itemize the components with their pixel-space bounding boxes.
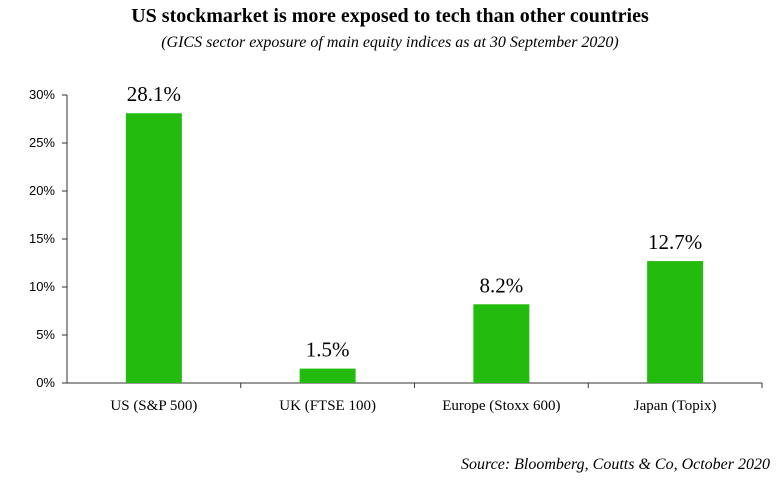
- bar: [473, 304, 530, 383]
- bar: [125, 113, 182, 384]
- y-tick-label: 25%: [29, 135, 55, 150]
- source-note: Source: Bloomberg, Coutts & Co, October …: [460, 456, 770, 473]
- data-label: 28.1%: [127, 82, 181, 106]
- bar: [647, 261, 704, 383]
- chart-subtitle: (GICS sector exposure of main equity ind…: [161, 34, 619, 51]
- data-label: 8.2%: [480, 273, 524, 297]
- y-tick-label: 20%: [29, 183, 55, 198]
- x-tick-label: US (S&P 500): [110, 398, 197, 414]
- x-tick-label: Japan (Topix): [634, 398, 717, 414]
- x-tick-label: UK (FTSE 100): [279, 398, 376, 414]
- y-tick-label: 30%: [29, 87, 55, 102]
- y-tick-label: 5%: [36, 327, 55, 342]
- chart-title: US stockmarket is more exposed to tech t…: [131, 5, 649, 27]
- data-label: 1.5%: [306, 338, 350, 362]
- y-tick-label: 10%: [29, 279, 55, 294]
- y-tick-label: 0%: [36, 375, 55, 390]
- y-tick-label: 15%: [29, 231, 55, 246]
- x-tick-label: Europe (Stoxx 600): [442, 398, 560, 414]
- bar: [299, 368, 356, 383]
- data-label: 12.7%: [648, 230, 702, 254]
